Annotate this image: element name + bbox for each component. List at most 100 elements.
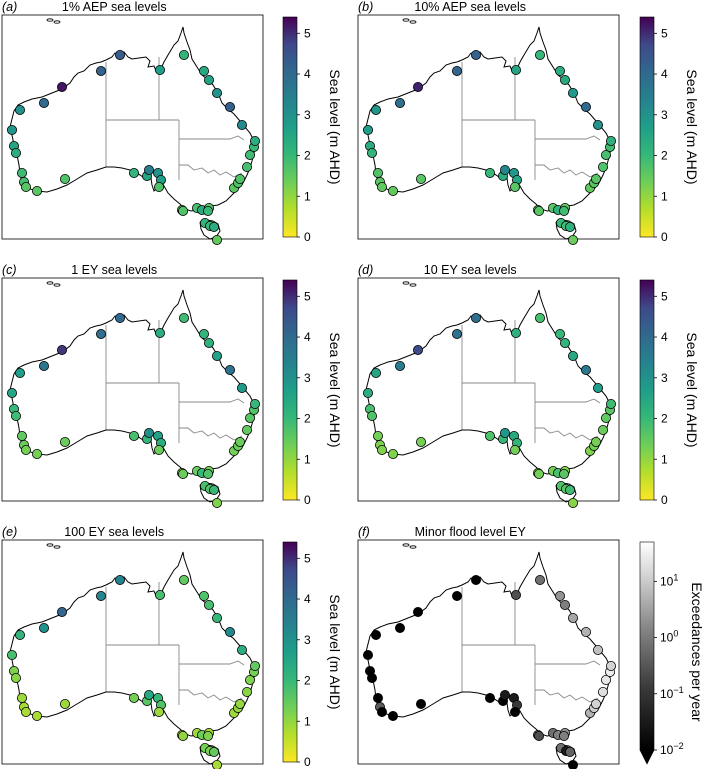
island [53,283,61,287]
site-marker [534,50,545,61]
site-marker [509,706,520,717]
site-marker [236,383,247,394]
panel-title: 1% AEP sea levels [62,0,167,14]
site-marker [96,66,107,77]
colorbar-tick-label: 4 [304,592,311,606]
island [402,18,410,22]
site-marker [14,630,25,641]
colorbar-tick-label: 5 [304,289,311,303]
site-marker [211,613,222,624]
island [46,18,54,22]
site-marker [153,706,164,717]
site-marker [452,66,463,77]
panel-label: (b) [358,0,373,14]
colorbar-tick-label: 4 [661,67,668,81]
site-marker [376,706,387,717]
site-marker [471,575,482,586]
colorbar-tick-label: 2 [661,412,668,426]
site-marker [509,181,520,192]
site-marker [241,686,252,697]
site-marker [211,88,222,99]
site-marker [366,147,377,158]
map-panel-3 [1,277,264,508]
colorbar-tick-label: 2 [304,674,311,688]
colorbar-label: Exceedances per year [689,582,704,722]
colorbar-tick-label: 3 [304,371,311,385]
site-marker [372,430,383,441]
site-marker [413,345,424,356]
island [46,281,54,285]
site-marker [178,50,189,61]
map-panel-5 [1,539,264,769]
site-marker [16,167,27,178]
tasmania-coastline [199,744,221,765]
site-marker [395,98,406,109]
site-marker [590,436,601,447]
site-marker [208,221,219,232]
site-marker [203,75,214,86]
site-marker [559,75,570,86]
site-marker [499,164,510,175]
colorbar-tick-label: 100 [660,629,678,645]
site-marker [249,399,260,410]
colorbar-tick-label: 5 [661,26,668,40]
panel-label: (c) [2,263,17,277]
site-marker [143,164,154,175]
site-marker [153,181,164,192]
site-marker [31,710,42,721]
state-border [179,398,245,404]
colorbar-tick-label: 0 [661,230,668,244]
site-marker [39,98,50,109]
site-marker [366,410,377,421]
colorbar-bar [282,279,298,501]
map-panel-2 [357,14,620,245]
site-marker [567,234,578,245]
site-marker [202,730,213,741]
site-marker [10,147,21,158]
tasmania-coastline [555,482,577,503]
state-border [179,689,243,703]
site-marker [568,760,578,769]
site-marker [154,65,165,76]
site-marker [559,338,570,349]
island [409,20,417,24]
site-marker [16,692,27,703]
panel-title: Minor flood level EY [415,525,527,539]
site-marker [605,399,616,410]
site-marker [416,698,427,709]
site-marker [395,361,406,372]
colorbar-tick-label: 3 [304,633,311,647]
site-marker [510,65,521,76]
tasmania-coastline [199,482,221,503]
site-marker [600,149,611,160]
site-marker [363,388,373,399]
tasmania-coastline [199,219,221,240]
site-marker [485,167,496,178]
site-marker [558,468,569,479]
site-marker [203,338,214,349]
site-marker [198,66,209,77]
site-marker [115,50,126,61]
site-marker [234,698,245,709]
site-marker [376,181,387,192]
state-border [535,689,599,703]
site-marker [376,444,387,455]
colorbar: 0 1 2 3 4 5 Sea level (m AHD) [639,16,700,244]
panel-label: (e) [2,525,17,539]
colorbar-tick-label: 3 [661,108,668,122]
site-marker [605,661,616,672]
state-border [179,135,245,141]
panel-title: 1 EY sea levels [71,263,157,277]
colorbar-bar [639,16,655,238]
colorbar-tick-label: 4 [304,330,311,344]
site-marker [178,575,189,586]
site-marker [129,430,140,441]
panel-label: (a) [2,0,17,14]
site-marker [413,82,424,93]
colorbar-tick-label: 1 [304,452,311,466]
panel-label: (d) [358,263,373,277]
site-marker [60,436,71,447]
map-frame [357,539,620,765]
site-marker [249,661,260,672]
site-marker [178,313,189,324]
